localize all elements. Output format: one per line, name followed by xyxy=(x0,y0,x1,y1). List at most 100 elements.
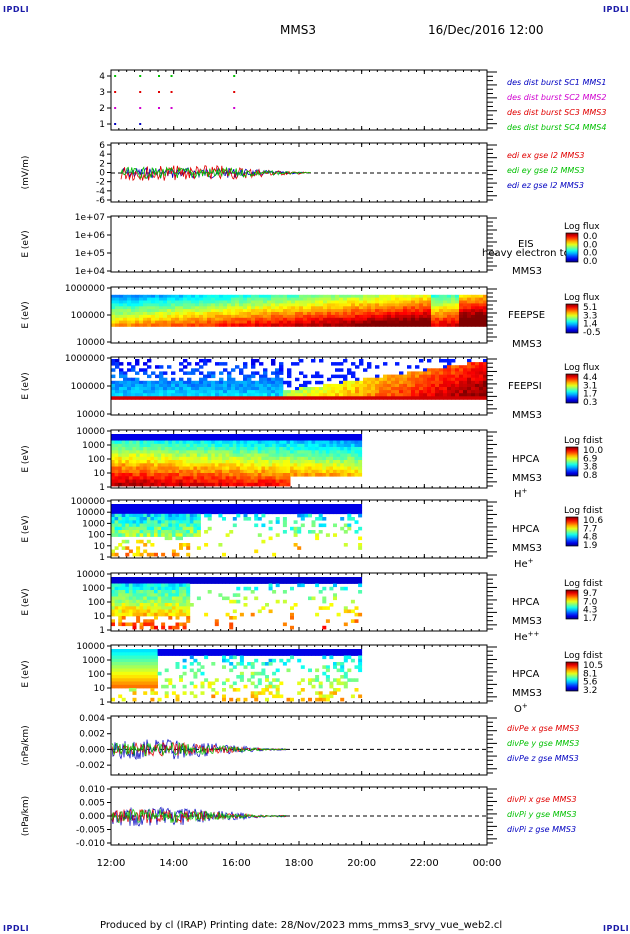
heatmap-cell xyxy=(250,447,255,451)
heatmap-cell xyxy=(311,393,316,397)
heatmap-cell xyxy=(227,323,232,327)
heatmap-cell xyxy=(128,523,133,528)
heatmap-cell xyxy=(327,377,332,382)
heatmap-cell xyxy=(279,476,284,480)
heatmap-cell xyxy=(154,586,158,591)
heatmap-cell xyxy=(111,387,116,391)
heatmap-cell xyxy=(250,507,255,511)
heatmap-cell xyxy=(479,393,484,397)
heatmap-cell xyxy=(227,374,232,379)
heatmap-cell xyxy=(186,453,191,458)
heatmap-cell xyxy=(164,599,169,604)
heatmap-cell xyxy=(323,314,328,319)
heatmap-cell xyxy=(250,443,255,448)
heatmap-cell xyxy=(143,609,148,614)
y-tick-label: 1 xyxy=(99,553,105,563)
heatmap-cell xyxy=(125,599,130,604)
heatmap-cell xyxy=(143,504,148,508)
heatmap-cell xyxy=(182,593,187,597)
heatmap-cell xyxy=(467,294,472,299)
heatmap-cell xyxy=(261,513,266,518)
heatmap-cell xyxy=(111,297,116,301)
heatmap-cell xyxy=(200,437,205,441)
heatmap-cell xyxy=(121,469,126,474)
heatmap-cell xyxy=(259,306,264,310)
heatmap-cell xyxy=(157,593,162,597)
heatmap-cell xyxy=(182,482,187,487)
instrument-label: HPCA xyxy=(512,524,540,535)
heatmap-cell xyxy=(343,504,348,508)
heatmap-cell xyxy=(423,383,428,388)
species-label: H+ xyxy=(514,487,528,500)
heatmap-cell xyxy=(483,306,488,310)
heatmap-cell xyxy=(223,380,228,385)
colorbar-tick-label: -0.5 xyxy=(583,328,601,338)
heatmap-cell xyxy=(359,359,364,363)
heatmap-cell xyxy=(419,306,424,310)
heatmap-cell xyxy=(290,469,294,474)
heatmap-cell xyxy=(379,312,384,316)
heatmap-cell xyxy=(319,303,324,307)
edi-series-line xyxy=(120,166,311,180)
heatmap-cell xyxy=(359,380,364,385)
heatmap-cell xyxy=(283,396,288,400)
heatmap-cell xyxy=(435,393,440,397)
heatmap-cell xyxy=(255,387,260,391)
heatmap-cell xyxy=(187,362,192,366)
heatmap-cell xyxy=(304,443,309,448)
heatmap-cell xyxy=(286,476,291,480)
heatmap-cell xyxy=(229,466,234,471)
heatmap-cell xyxy=(243,314,248,319)
heatmap-cell xyxy=(132,603,137,607)
heatmap-cell xyxy=(127,314,132,319)
heatmap-cell xyxy=(139,510,144,515)
heatmap-cell xyxy=(207,453,212,458)
heatmap-cell xyxy=(303,380,308,385)
heatmap-cell xyxy=(196,447,201,451)
heatmap-cell xyxy=(121,456,126,461)
heatmap-cell xyxy=(146,479,151,484)
heatmap-cell xyxy=(293,456,298,461)
heatmap-cell xyxy=(286,479,291,484)
heatmap-cell xyxy=(319,387,324,391)
heatmap-cell xyxy=(255,323,260,327)
heatmap-cell xyxy=(427,374,432,379)
heatmap-cell xyxy=(179,507,183,511)
heatmap-cell xyxy=(250,504,255,508)
heatmap-cell xyxy=(463,303,468,307)
heatmap-cell xyxy=(243,393,248,397)
heatmap-cell xyxy=(223,314,228,319)
burst-mark xyxy=(114,123,117,125)
heatmap-cell xyxy=(125,596,130,601)
heatmap-cell xyxy=(318,434,323,438)
heatmap-cell xyxy=(182,625,187,630)
heatmap-cell xyxy=(157,533,162,537)
heatmap-cell xyxy=(375,374,380,379)
heatmap-cell xyxy=(283,393,288,397)
heatmap-cell xyxy=(265,577,269,581)
heatmap-cell xyxy=(163,393,168,397)
heatmap-cell xyxy=(139,523,144,528)
heatmap-cell xyxy=(196,517,201,521)
heatmap-cell xyxy=(243,303,248,307)
heatmap-cell xyxy=(329,453,334,458)
heatmap-cell xyxy=(275,314,280,319)
heatmap-cell xyxy=(261,453,266,458)
heatmap-cell xyxy=(139,443,144,448)
heatmap-cell xyxy=(479,383,484,388)
heatmap-cell xyxy=(118,606,123,610)
heatmap-cell xyxy=(146,552,151,557)
heatmap-cell xyxy=(186,463,191,467)
heatmap-cell xyxy=(243,473,248,477)
heatmap-cell xyxy=(279,437,284,441)
heatmap-cell xyxy=(311,463,316,467)
heatmap-cell xyxy=(427,390,432,394)
heatmap-cell xyxy=(303,323,308,327)
heatmap-cell xyxy=(435,317,440,322)
heatmap-cell xyxy=(379,314,384,319)
heatmap-cell xyxy=(308,504,312,508)
heatmap-cell xyxy=(111,396,116,400)
heatmap-cell xyxy=(125,469,130,474)
heatmap-cell xyxy=(127,383,132,388)
heatmap-cell xyxy=(127,300,132,304)
